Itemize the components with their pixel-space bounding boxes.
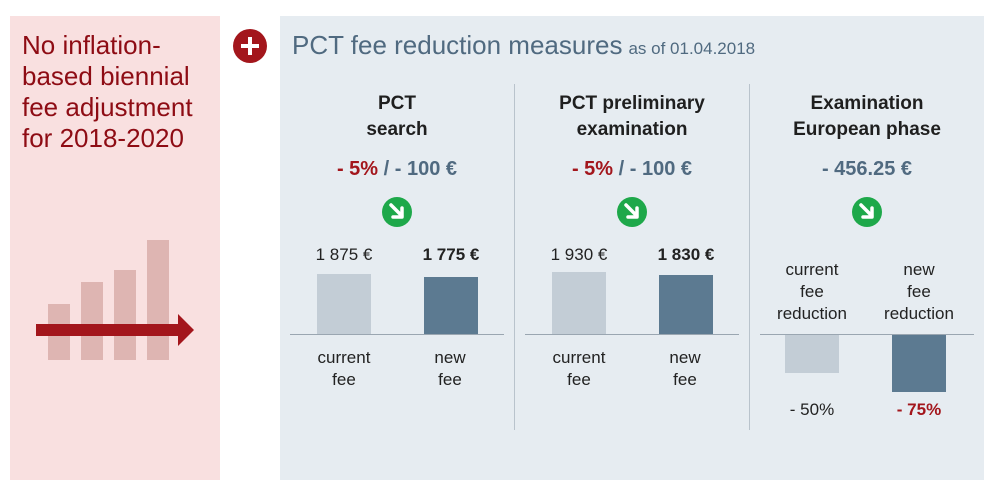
- examination-european-phase-column: Examination European phase - 456.25 € cu…: [750, 16, 984, 480]
- bar-growth-arrow-icon: [36, 240, 194, 360]
- column-divider: [749, 84, 750, 430]
- reduction-euro: - 456.25 €: [821, 158, 913, 180]
- reduction-percent: - 5%: [336, 158, 379, 180]
- column-divider: [514, 84, 515, 430]
- column-heading: Examination European phase: [793, 93, 941, 140]
- panel-title-date: as of 01.04.2018: [628, 39, 756, 58]
- column-heading: PCT preliminary examination: [559, 93, 705, 140]
- reduction-amount: - 5% / - 100 €: [280, 158, 514, 181]
- current-fee-amount: 1 875 €: [315, 245, 373, 264]
- reduction-euro: / - 100 €: [613, 158, 693, 180]
- new-fee-caption: new fee: [434, 348, 466, 389]
- new-fee-bar: [424, 277, 478, 334]
- new-fee-bar: [659, 275, 713, 334]
- new-fee-amount: 1 775 €: [422, 245, 480, 264]
- panel-title: PCT fee reduction measures as of 01.04.20…: [292, 30, 755, 61]
- current-fee-reduction-caption: current fee reduction: [777, 260, 847, 323]
- new-fee-reduction-bar: [892, 335, 946, 392]
- reduction-amount: - 456.25 €: [750, 158, 984, 181]
- new-fee-reduction-caption: new fee reduction: [884, 260, 954, 323]
- panel-title-text: PCT fee reduction measures: [292, 30, 623, 60]
- column-heading: PCT search: [366, 93, 428, 140]
- current-fee-caption: current fee: [552, 348, 606, 389]
- fee-reduction-panel: PCT fee reduction measures as of 01.04.20…: [280, 16, 984, 480]
- bar-baseline: [525, 334, 739, 335]
- left-panel: No inflation- based biennial fee adjustm…: [10, 16, 220, 480]
- new-fee-caption: new fee: [669, 348, 701, 389]
- pct-preliminary-examination-column: PCT preliminary examination - 5% / - 100…: [515, 16, 749, 480]
- current-fee-bar: [552, 272, 606, 334]
- pct-search-column: PCT search - 5% / - 100 € 1 875 € 1 775 …: [280, 16, 514, 480]
- arrow-down-right-icon: [852, 197, 882, 227]
- bar-baseline: [760, 334, 974, 335]
- reduction-percent: - 5%: [571, 158, 614, 180]
- plus-circle-icon: [233, 29, 267, 63]
- bar-baseline: [290, 334, 504, 335]
- current-fee-amount: 1 930 €: [550, 245, 608, 264]
- reduction-amount: - 5% / - 100 €: [515, 158, 749, 181]
- new-fee-amount: 1 830 €: [657, 245, 715, 264]
- arrow-down-right-icon: [617, 197, 647, 227]
- current-fee-reduction-bar: [785, 335, 839, 373]
- current-fee-caption: current fee: [317, 348, 371, 389]
- current-fee-reduction-percent: - 50%: [789, 400, 835, 419]
- arrow-down-right-icon: [382, 197, 412, 227]
- current-fee-bar: [317, 274, 371, 334]
- reduction-euro: / - 100 €: [378, 158, 458, 180]
- new-fee-reduction-percent: - 75%: [896, 400, 942, 419]
- inflation-note: No inflation- based biennial fee adjustm…: [22, 30, 193, 153]
